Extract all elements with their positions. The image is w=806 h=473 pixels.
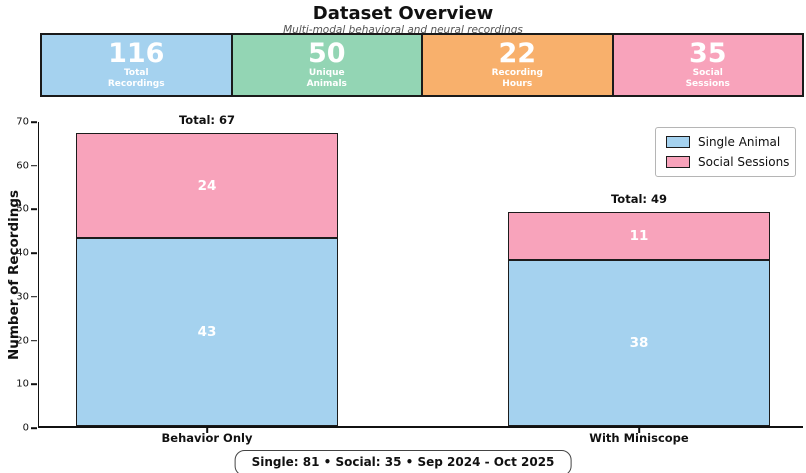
stat-label: Total Recordings xyxy=(108,68,165,91)
stat-box-unique-animals: 50 Unique Animals xyxy=(230,33,423,97)
y-tick-label: 60 xyxy=(16,160,29,172)
x-tick-label: Behavior Only xyxy=(161,431,253,445)
stat-box-total-recordings: 116 Total Recordings xyxy=(40,33,233,97)
bar-segment: 24 xyxy=(76,133,338,239)
legend-label: Social Sessions xyxy=(698,155,790,169)
legend-swatch xyxy=(666,156,690,168)
bar-segment: 11 xyxy=(508,211,770,260)
stat-box-social-sessions: 35 Social Sessions xyxy=(611,33,804,97)
y-tick-label: 0 xyxy=(22,422,29,434)
stat-value: 50 xyxy=(307,37,346,69)
page-title: Dataset Overview xyxy=(312,3,494,24)
legend-item: Social Sessions xyxy=(666,155,789,169)
x-tick-mark xyxy=(638,428,640,433)
y-tick-label: 50 xyxy=(16,203,29,215)
stat-label-line1: Total xyxy=(123,67,149,78)
stat-label: Unique Animals xyxy=(307,68,347,91)
y-tick-label: 70 xyxy=(16,116,29,128)
stat-label-line2: Recordings xyxy=(107,79,165,89)
legend-item: Single Animal xyxy=(666,135,785,149)
bar-segment-value: 43 xyxy=(197,324,217,341)
y-tick-mark xyxy=(31,121,37,123)
stat-label-line2: Animals xyxy=(306,79,347,89)
stat-label-line2: Sessions xyxy=(685,79,730,89)
stat-value: 35 xyxy=(688,37,727,69)
y-tick-mark xyxy=(31,252,37,254)
y-tick-label: 40 xyxy=(16,247,29,259)
y-tick-mark xyxy=(31,208,37,211)
stats-row: 116 Total Recordings 50 Unique Animals 22 … xyxy=(40,33,804,97)
y-tick-mark xyxy=(31,339,37,342)
y-tick-mark xyxy=(31,296,37,298)
stat-label-line1: Recording xyxy=(491,67,543,78)
bar-total-label: Total: 49 xyxy=(610,191,668,206)
stat-label: Social Sessions xyxy=(686,68,730,91)
x-tick-label: With Miniscope xyxy=(589,431,689,445)
y-tick-mark xyxy=(31,164,37,167)
stat-label-line1: Unique xyxy=(308,67,345,78)
legend-label: Single Animal xyxy=(698,135,781,149)
y-tick-label: 30 xyxy=(16,291,29,303)
stat-box-recording-hours: 22 Recording Hours xyxy=(421,33,614,97)
y-tick-label: 20 xyxy=(16,335,29,347)
bar-total-label: Total: 67 xyxy=(178,113,236,128)
bar-segment: 43 xyxy=(76,238,338,426)
stat-value: 22 xyxy=(498,37,537,69)
y-tick-mark xyxy=(31,383,37,386)
stat-label-line2: Hours xyxy=(502,79,533,89)
stat-label: Recording Hours xyxy=(492,68,543,91)
bar-behavior-only: 43 24 Total: 67 xyxy=(76,113,338,426)
bar-segment-value: 11 xyxy=(629,227,649,244)
bar-segment-value: 24 xyxy=(197,177,217,194)
bar-segment-value: 38 xyxy=(629,334,649,351)
stat-label-line1: Social xyxy=(692,67,723,78)
stat-value: 116 xyxy=(108,37,165,69)
bar-segment: 38 xyxy=(508,259,770,426)
bar-with-miniscope: 38 11 Total: 49 xyxy=(508,120,770,426)
y-tick-mark xyxy=(31,427,37,429)
legend-swatch xyxy=(666,136,690,148)
y-tick-label: 10 xyxy=(16,378,29,390)
chart-legend: Single Animal Social Sessions xyxy=(655,127,796,177)
stacked-bar-chart: 0 10 20 30 40 50 60 70 Behavior Only 43 24 Total: … xyxy=(16,113,803,445)
x-tick-mark xyxy=(206,428,208,433)
footer-caption: Single: 81 • Social: 35 • Sep 2024 - Oct… xyxy=(234,450,572,473)
